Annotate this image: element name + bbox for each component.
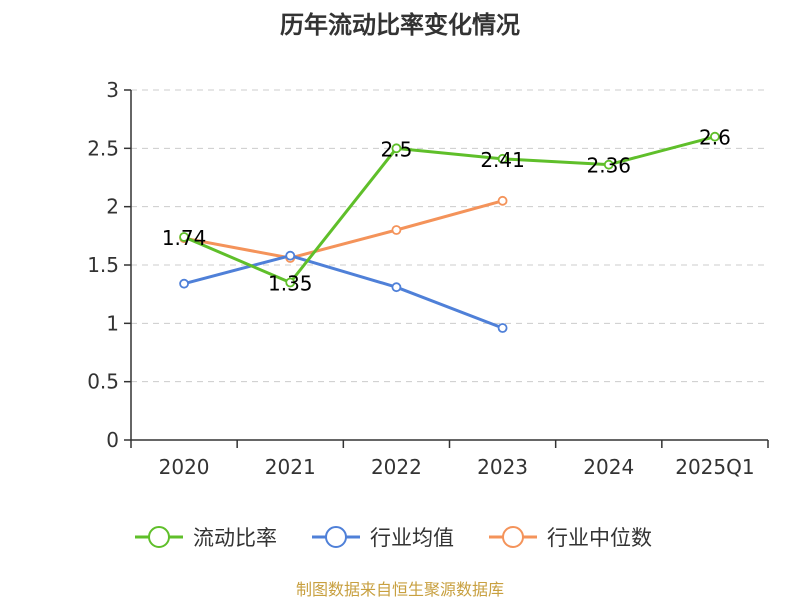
series-point-0 <box>603 159 614 170</box>
legend-label-2: 行业中位数 <box>547 526 652 550</box>
y-tick-label: 2.5 <box>87 136 119 160</box>
legend-marker-1 <box>325 526 347 548</box>
legend-marker-0 <box>148 526 170 548</box>
y-tick-label: 0 <box>106 428 119 452</box>
y-tick-label: 1 <box>106 311 119 335</box>
x-tick-label: 2023 <box>477 455 528 479</box>
series-point-0 <box>497 153 508 164</box>
series-point-1 <box>497 323 508 333</box>
legend-label-0: 流动比率 <box>193 526 277 550</box>
source-note: 制图数据来自恒生聚源数据库 <box>296 580 504 599</box>
data-label: 2.41 <box>480 148 525 172</box>
series-line-2 <box>183 199 503 260</box>
series-point-1 <box>179 278 189 289</box>
y-tick-label: 1.5 <box>87 253 119 277</box>
data-label: 2.36 <box>586 154 631 178</box>
data-label: 1.74 <box>162 226 207 250</box>
legend-label-1: 行业均值 <box>370 526 454 550</box>
data-label: 2.5 <box>381 137 413 161</box>
data-label: 1.35 <box>268 272 313 296</box>
x-tick-label: 2020 <box>159 455 210 479</box>
series-point-0 <box>179 232 189 242</box>
series-point-2 <box>497 195 508 206</box>
y-tick-label: 3 <box>106 78 119 102</box>
y-tick-label: 2 <box>106 195 119 219</box>
series-point-0 <box>710 131 720 142</box>
axes: 0 0.5 1 1.5 2 2.5 3 2020 2021 2022 2023 2024 2025Q1 <box>87 78 769 479</box>
series-point-2 <box>391 225 402 235</box>
series-point-0 <box>285 277 296 288</box>
x-tick-label: 2021 <box>265 455 316 479</box>
series-group <box>179 131 720 333</box>
series-line-1 <box>183 254 504 330</box>
y-tick-label: 0.5 <box>87 370 119 394</box>
data-labels: 1.74 1.35 2.5 2.41 2.36 2.6 <box>162 126 731 296</box>
chart-title: 历年流动比率变化情况 <box>280 11 520 39</box>
grid-lines <box>131 89 768 383</box>
legend: 流动比率 行业均值 行业中位数 <box>135 526 652 550</box>
data-label: 2.6 <box>699 126 731 150</box>
x-tick-label: 2025Q1 <box>675 455 754 479</box>
series-line-0 <box>183 135 716 284</box>
series-point-0 <box>391 143 402 154</box>
x-tick-label: 2022 <box>371 455 422 479</box>
series-point-1 <box>285 250 296 261</box>
x-tick-label: 2024 <box>583 455 634 479</box>
legend-marker-2 <box>502 526 524 548</box>
series-point-1 <box>391 282 402 293</box>
